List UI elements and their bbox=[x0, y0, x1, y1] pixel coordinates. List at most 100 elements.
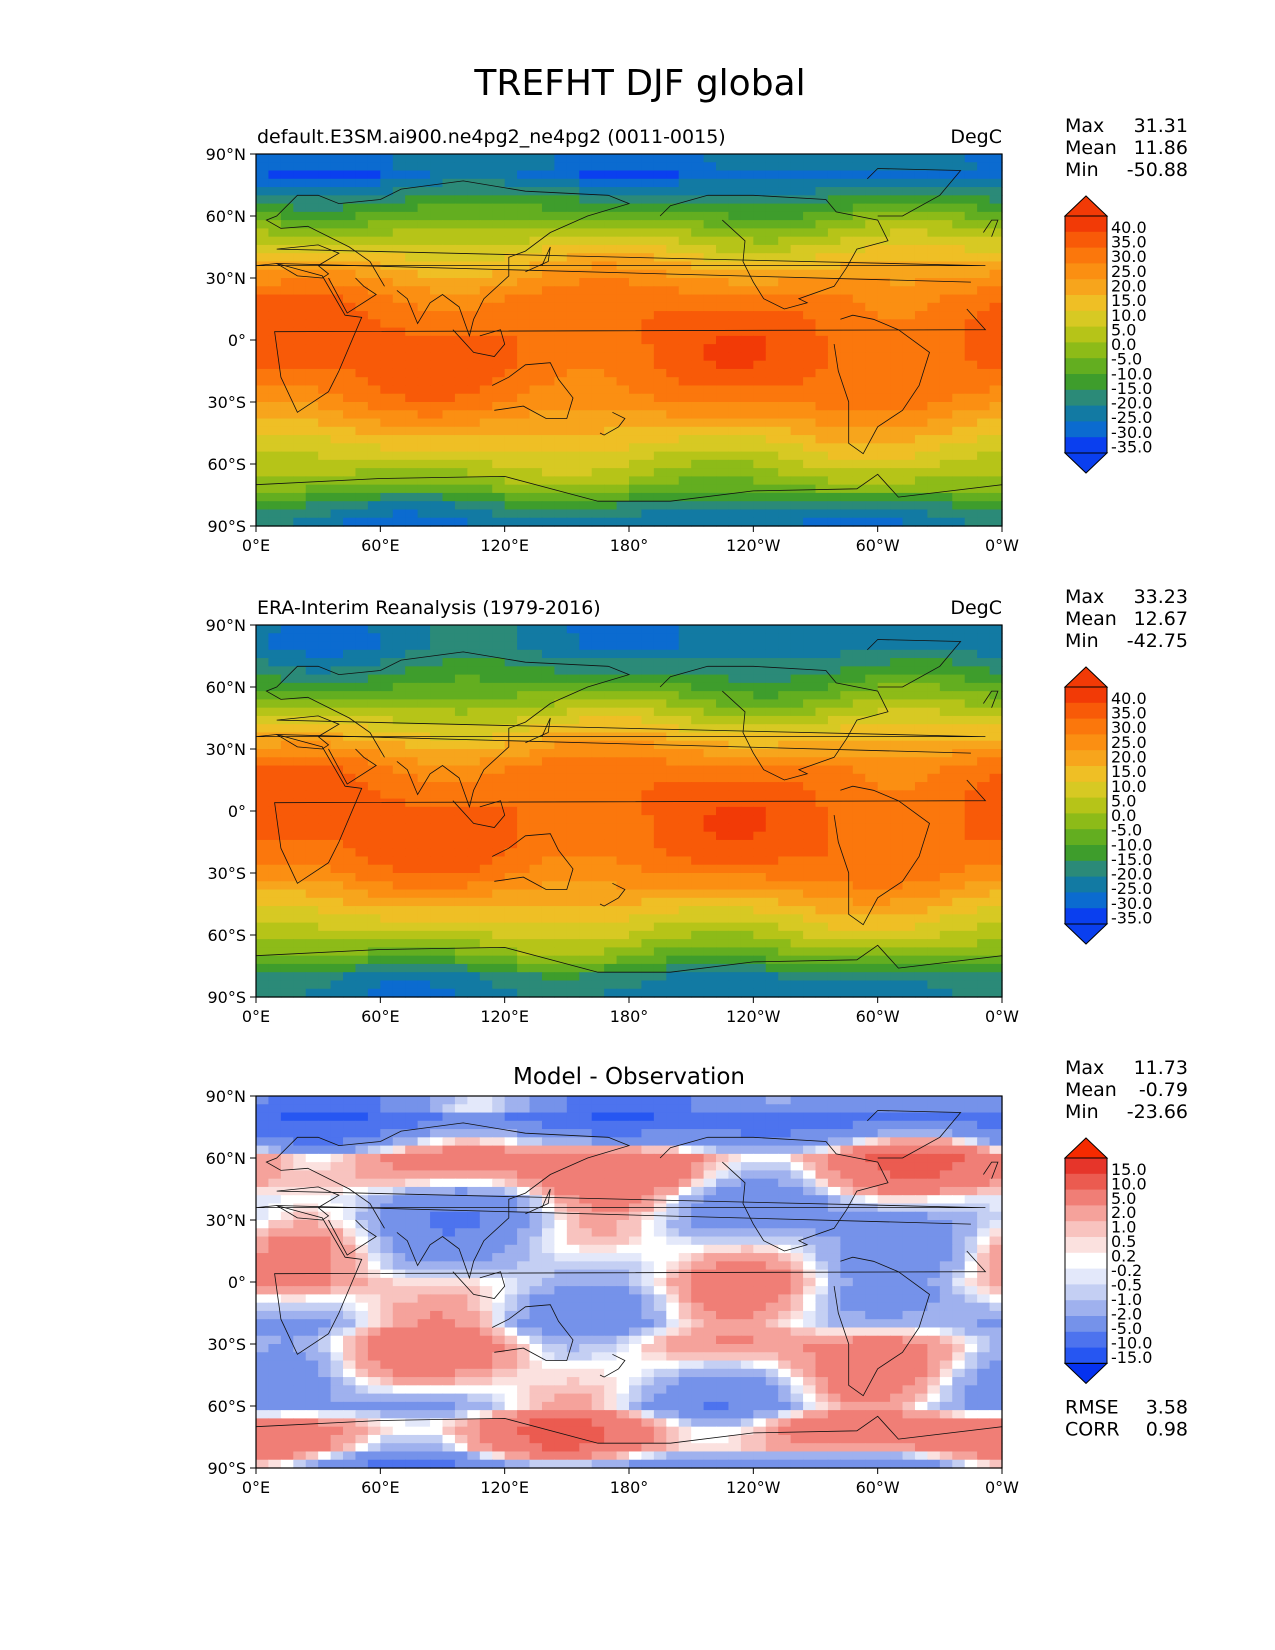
map-cell bbox=[318, 906, 332, 915]
map-cell bbox=[964, 798, 978, 808]
map-cell bbox=[641, 426, 655, 436]
map-cell bbox=[504, 286, 518, 296]
map-cell bbox=[355, 244, 369, 254]
map-cell bbox=[604, 691, 618, 700]
map-cell bbox=[691, 162, 705, 172]
map-cell bbox=[827, 360, 841, 370]
map-cell bbox=[740, 856, 754, 866]
map-cell bbox=[653, 220, 667, 229]
map-cell bbox=[790, 377, 804, 387]
map-cell bbox=[952, 385, 966, 395]
map-cell bbox=[865, 848, 879, 858]
map-cell bbox=[939, 699, 953, 709]
map-cell bbox=[417, 352, 431, 362]
map-cell bbox=[753, 633, 767, 643]
map-cell bbox=[740, 641, 754, 651]
map-cell bbox=[914, 195, 928, 205]
map-cell bbox=[952, 418, 966, 428]
map-cell bbox=[952, 335, 966, 345]
map-cell bbox=[591, 418, 605, 428]
map-cell bbox=[765, 815, 779, 824]
map-cell bbox=[529, 410, 543, 420]
map-cell bbox=[827, 236, 841, 246]
map-cell bbox=[666, 253, 680, 263]
map-cell bbox=[504, 476, 518, 486]
map-cell bbox=[343, 393, 357, 403]
map-cell bbox=[417, 377, 431, 387]
colorbar-label: 15.0 bbox=[1111, 291, 1147, 310]
map-cell bbox=[504, 319, 518, 329]
map-cell bbox=[691, 377, 705, 387]
map-cell bbox=[442, 889, 456, 899]
map-cell bbox=[492, 790, 506, 800]
map-cell bbox=[591, 368, 605, 378]
map-cell bbox=[268, 873, 282, 882]
map-cell bbox=[753, 228, 767, 238]
map-cell bbox=[803, 236, 817, 246]
map-cell bbox=[977, 856, 991, 866]
map-cell bbox=[666, 633, 680, 643]
map-cell bbox=[380, 848, 394, 858]
map-cell bbox=[753, 782, 767, 791]
map-cell bbox=[666, 707, 680, 717]
map-cell bbox=[256, 782, 270, 791]
map-cell bbox=[716, 782, 730, 791]
map-cell bbox=[529, 286, 543, 296]
map-cell bbox=[740, 178, 754, 188]
map-cell bbox=[318, 294, 332, 304]
map-cell bbox=[293, 154, 307, 163]
map-cell bbox=[914, 749, 928, 758]
map-cell bbox=[517, 269, 531, 279]
map-cell bbox=[330, 509, 344, 519]
map-cell bbox=[852, 426, 866, 436]
map-cell bbox=[417, 798, 431, 808]
map-cell bbox=[479, 897, 493, 907]
map-cell bbox=[716, 385, 730, 395]
map-cell bbox=[417, 922, 431, 932]
map-cell bbox=[716, 798, 730, 808]
map-cell bbox=[666, 368, 680, 378]
map-cell bbox=[541, 641, 555, 651]
map-cell bbox=[765, 749, 779, 758]
map-cell bbox=[305, 790, 319, 800]
map-cell bbox=[541, 823, 555, 833]
map-cell bbox=[280, 162, 294, 172]
map-cell bbox=[803, 715, 817, 725]
map-cell bbox=[430, 773, 444, 783]
map-cell bbox=[827, 319, 841, 329]
map-cell bbox=[877, 749, 891, 758]
map-cell bbox=[641, 368, 655, 378]
map-cell bbox=[330, 666, 344, 676]
map-cell bbox=[616, 418, 630, 428]
map-cell bbox=[392, 815, 406, 824]
coastline bbox=[452, 329, 506, 357]
map-cell bbox=[343, 633, 357, 643]
map-cell bbox=[902, 377, 916, 387]
map-cell bbox=[765, 211, 779, 221]
map-cell bbox=[256, 773, 270, 783]
map-cell bbox=[517, 294, 531, 304]
map-cell bbox=[517, 385, 531, 395]
map-cell bbox=[268, 517, 282, 527]
map-cell bbox=[716, 873, 730, 882]
map-cell bbox=[256, 517, 270, 527]
map-cell bbox=[629, 443, 643, 453]
map-cell bbox=[417, 269, 431, 279]
map-cell bbox=[517, 459, 531, 469]
map-cell bbox=[629, 286, 643, 296]
map-cell bbox=[554, 335, 568, 345]
map-cell bbox=[343, 211, 357, 221]
map-cell bbox=[815, 269, 829, 279]
map-cell bbox=[367, 418, 381, 428]
map-cell bbox=[865, 154, 879, 163]
map-cell bbox=[430, 641, 444, 651]
map-cell bbox=[442, 377, 456, 387]
map-cell bbox=[840, 294, 854, 304]
map-cell bbox=[803, 897, 817, 907]
map-cell bbox=[280, 377, 294, 387]
map-cell bbox=[852, 815, 866, 824]
map-cell bbox=[616, 286, 630, 296]
map-cell bbox=[939, 782, 953, 791]
map-cell bbox=[256, 641, 270, 651]
map-cell bbox=[392, 674, 406, 684]
